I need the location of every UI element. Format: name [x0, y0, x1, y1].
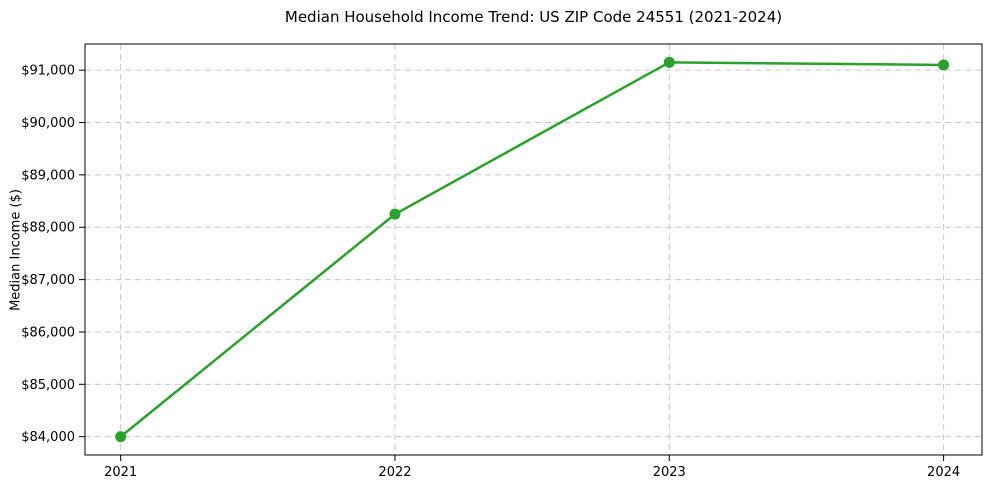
data-point-2021: [115, 431, 127, 443]
x-tick-label: 2023: [653, 465, 686, 480]
y-tick-label: $89,000: [21, 168, 75, 183]
data-point-2024: [938, 59, 950, 71]
income-trend-line: [119, 61, 945, 438]
y-tick-label: $88,000: [21, 221, 75, 236]
y-tick-label: $91,000: [21, 64, 75, 79]
plot-border: [84, 43, 983, 456]
y-tick-label: $87,000: [21, 273, 75, 288]
x-tick-label: 2022: [378, 465, 411, 480]
y-tick-label: $85,000: [21, 378, 75, 393]
y-tick-label: $90,000: [21, 116, 75, 131]
chart-title: Median Household Income Trend: US ZIP Co…: [284, 8, 783, 26]
data-point-2023: [663, 56, 675, 68]
y-tick-label: $84,000: [21, 430, 75, 445]
y-tick-label: $86,000: [21, 325, 75, 340]
x-tick-label: 2021: [104, 465, 137, 480]
x-tick-label: 2024: [927, 465, 960, 480]
data-point-2022: [389, 208, 401, 220]
